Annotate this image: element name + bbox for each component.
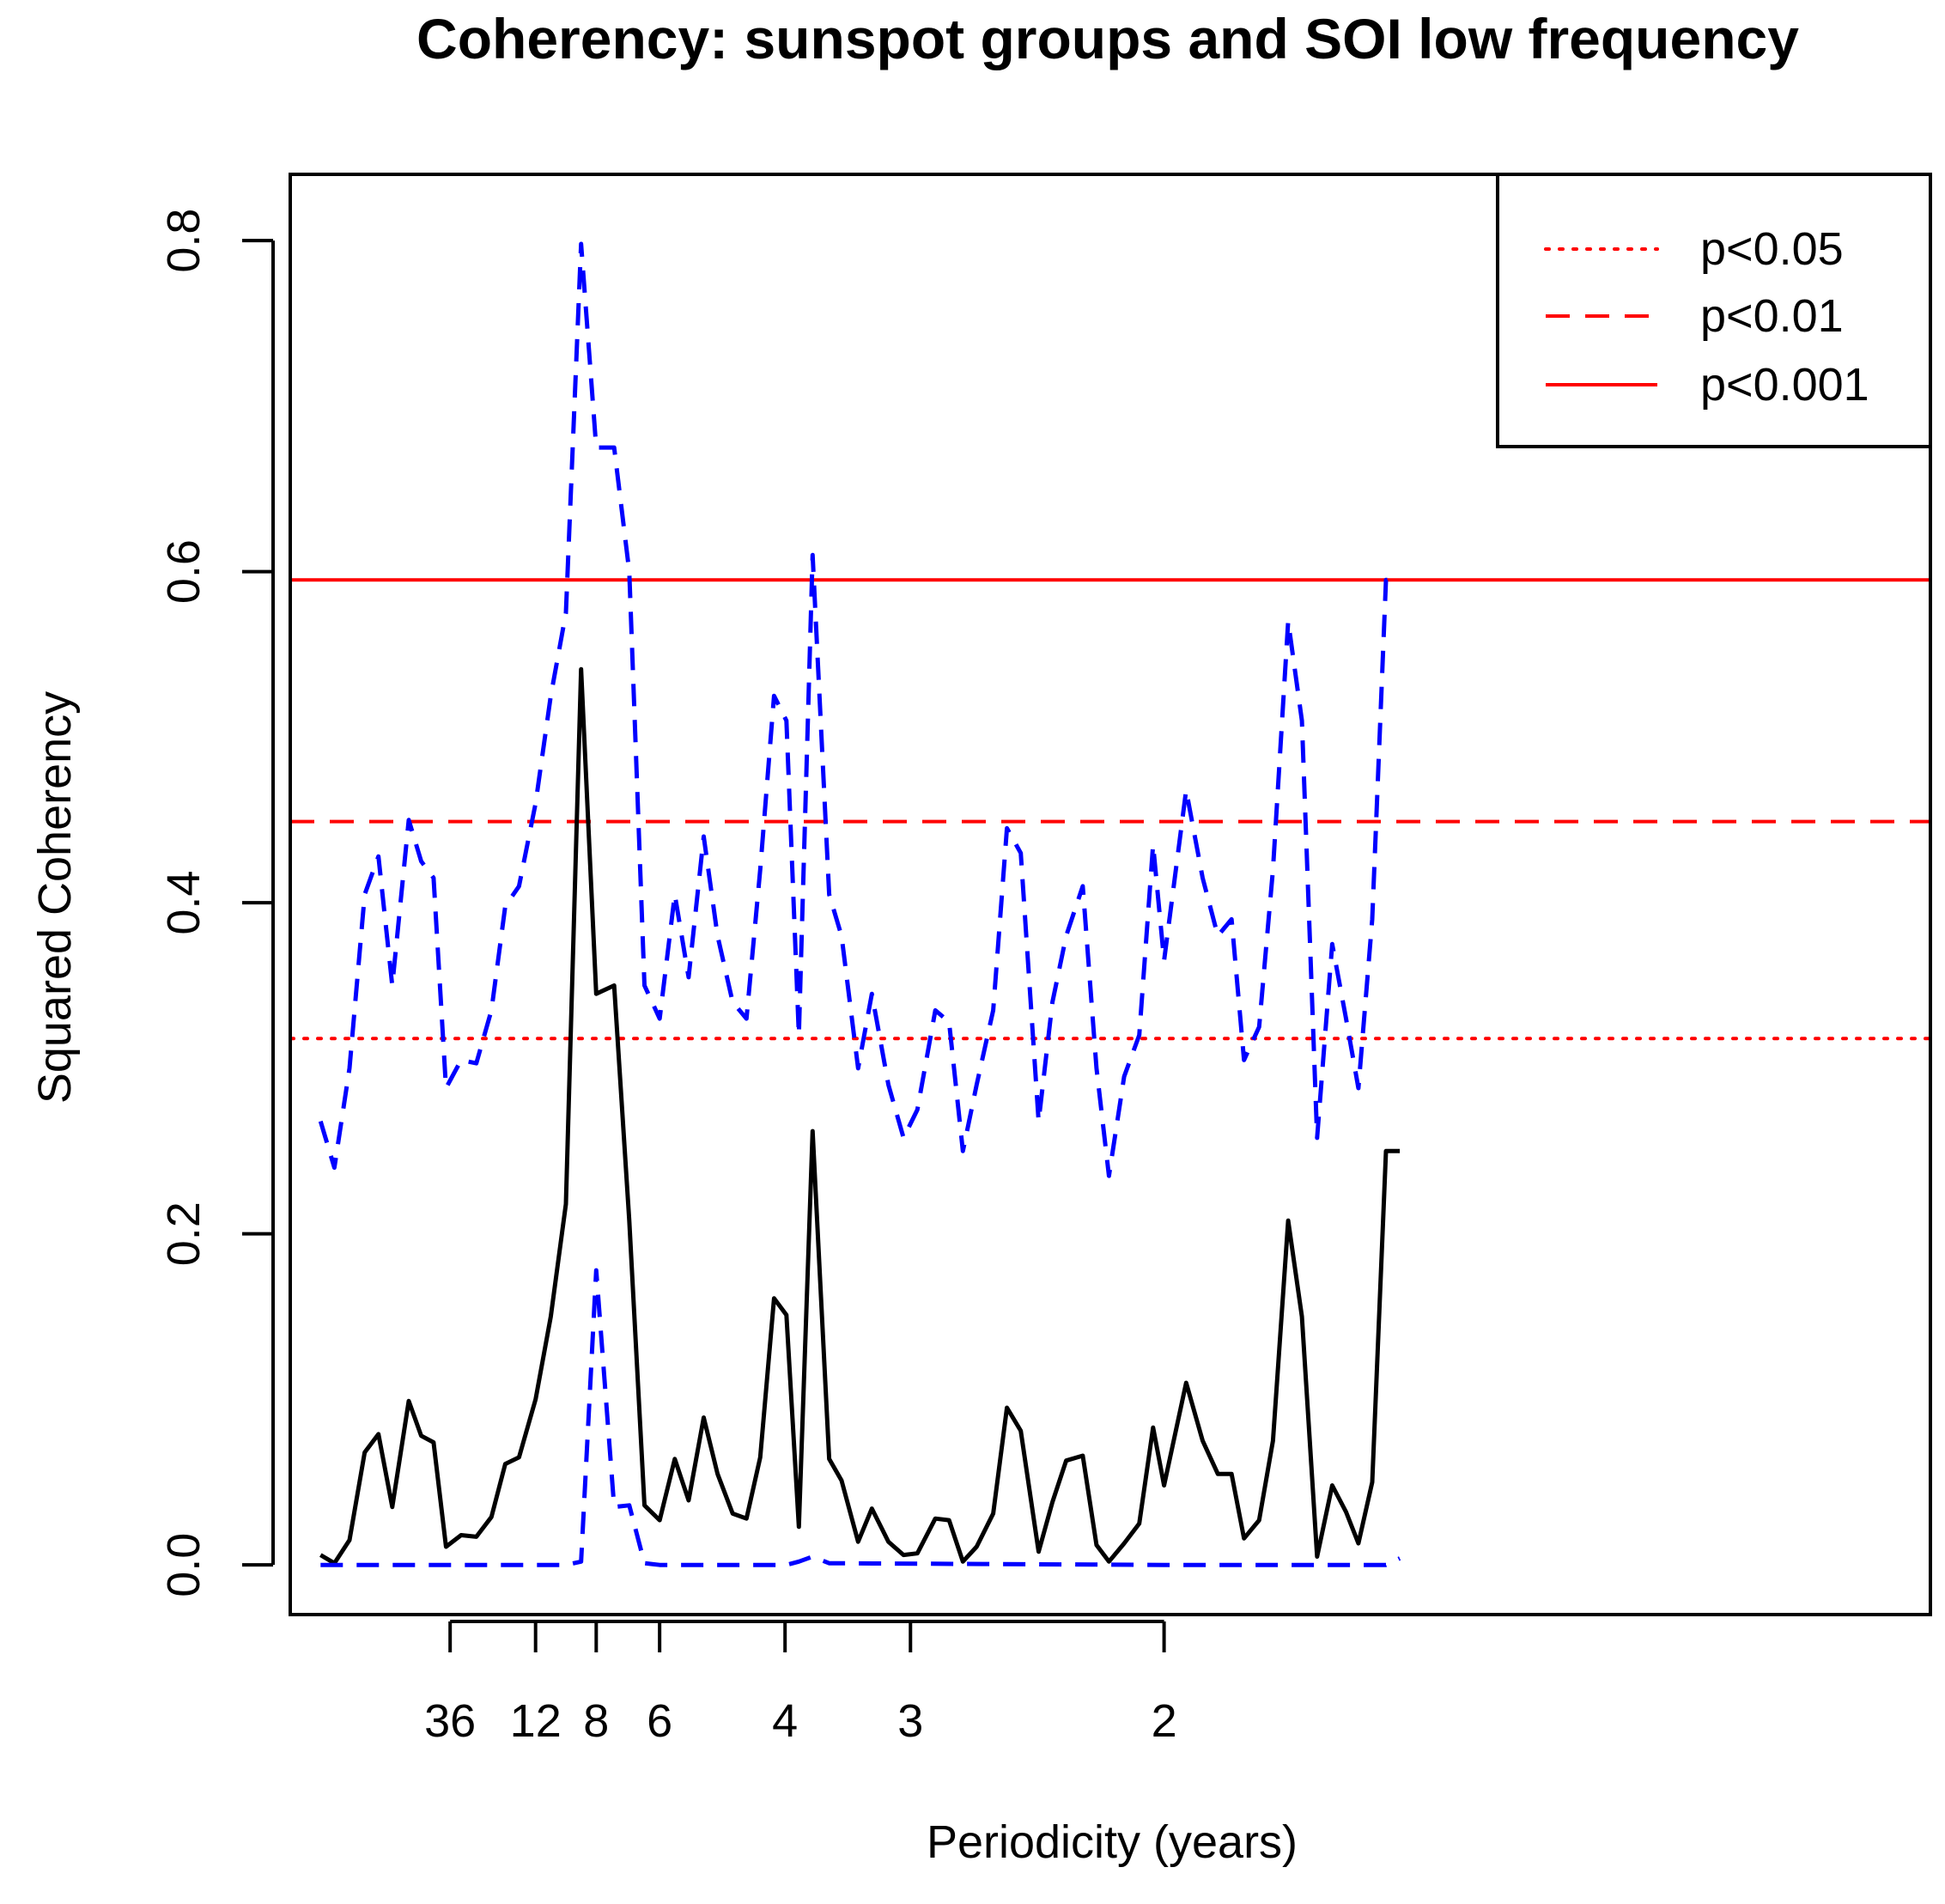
x-axis-label: Periodicity (years) <box>927 1816 1298 1868</box>
plot-frame <box>289 173 1932 1616</box>
x-tick-label: 3 <box>897 1695 923 1747</box>
x-axis: 36 12 8 6 4 3 2 <box>424 1620 1177 1747</box>
legend-label-p05: p<0.05 <box>1700 223 1844 275</box>
x-tick-label: 4 <box>772 1695 798 1747</box>
legend-label-p001: p<0.001 <box>1700 359 1869 411</box>
y-axis-label: Squared Coherency <box>29 691 81 1104</box>
series-line-2 <box>320 1268 1401 1567</box>
legend: p<0.05 p<0.01 p<0.001 <box>1496 173 1932 448</box>
x-tick-label: 12 <box>510 1695 562 1747</box>
y-tick-label: 0.2 <box>158 1201 210 1266</box>
legend-label-p01: p<0.01 <box>1700 290 1844 342</box>
x-tick-label: 8 <box>583 1695 609 1747</box>
x-tick-label: 36 <box>424 1695 476 1747</box>
y-tick-label: 0.6 <box>158 539 210 604</box>
series-line-1 <box>318 241 1401 1178</box>
y-tick-label: 0.8 <box>158 209 210 273</box>
chart-title: Coherency: sunspot groups and SOI low fr… <box>416 7 1799 70</box>
series-line-0 <box>319 666 1401 1566</box>
y-axis: 0.0 0.2 0.4 0.6 0.8 <box>158 209 275 1597</box>
y-tick-label: 0.0 <box>158 1533 210 1597</box>
plot-area <box>289 241 1932 1567</box>
legend-box <box>1496 173 1932 448</box>
x-tick-label: 2 <box>1152 1695 1177 1747</box>
y-tick-label: 0.4 <box>158 871 210 935</box>
x-tick-label: 6 <box>647 1695 672 1747</box>
